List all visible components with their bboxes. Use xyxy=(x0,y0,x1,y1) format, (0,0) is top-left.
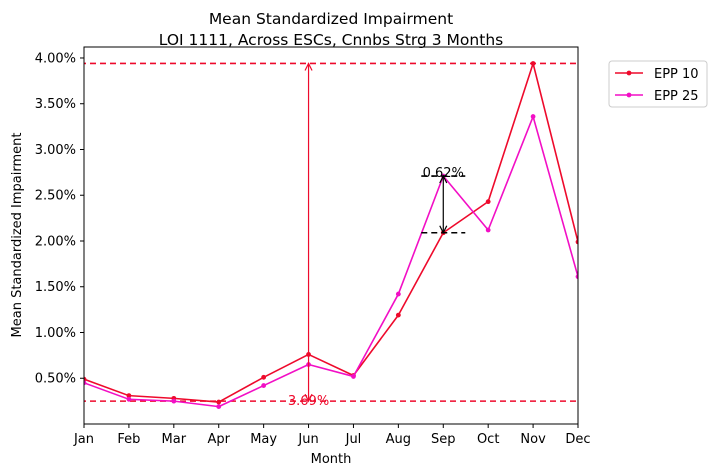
x-tick-label-apr: Apr xyxy=(207,432,230,447)
gap-arrow-head-top xyxy=(439,174,448,184)
x-tick-label-dec: Dec xyxy=(565,432,590,447)
legend: EPP 10 EPP 25 xyxy=(608,60,708,108)
series-line-2 xyxy=(84,115,578,408)
y-tick-label-4: 2.50% xyxy=(35,189,76,204)
range-arrow-head-bottom xyxy=(304,393,313,403)
range-annotation-label: 3.69% xyxy=(288,394,329,409)
x-tick-label-jul: Jul xyxy=(345,432,362,447)
x-tick-label-oct: Oct xyxy=(477,432,499,447)
series-line-1 xyxy=(84,62,578,403)
x-tick-label-aug: Aug xyxy=(386,432,411,447)
legend-marker-1 xyxy=(626,70,632,76)
x-tick-label-jun: Jun xyxy=(297,432,318,447)
series-2-point-jan xyxy=(84,380,87,386)
plot-area-frame xyxy=(83,46,579,425)
series-2-point-nov xyxy=(530,114,536,119)
y-tick-label-1: 1.00% xyxy=(35,326,76,341)
series-2-point-mar xyxy=(171,398,177,404)
y-tick-label-5: 3.00% xyxy=(35,143,76,158)
legend-label-2: EPP 25 xyxy=(654,89,699,104)
gap-arrow-head-bottom xyxy=(439,225,448,235)
x-tick-label-mar: Mar xyxy=(162,432,187,447)
y-tick-label-6: 3.50% xyxy=(35,97,76,112)
series-1-point-may xyxy=(261,374,267,380)
x-axis: Jan Feb Mar Apr May Jun Jul Aug Sep Oct Nov Dec xyxy=(73,424,591,447)
chart-title: Mean Standardized Impairment xyxy=(209,10,453,28)
series-1-point-aug xyxy=(395,312,401,318)
y-tick-label-7: 4.00% xyxy=(35,51,76,66)
legend-marker-2 xyxy=(626,92,632,98)
y-tick-label-0: 0.50% xyxy=(35,372,76,387)
x-axis-label: Month xyxy=(311,452,352,467)
series-2-point-aug xyxy=(395,291,401,297)
legend-label-1: EPP 10 xyxy=(654,67,699,82)
x-tick-label-feb: Feb xyxy=(117,432,140,447)
series-2-point-jul xyxy=(351,374,356,379)
chart-subtitle: LOI 1111, Across ESCs, Cnnbs Strg 3 Mont… xyxy=(159,31,503,49)
x-tick-label-nov: Nov xyxy=(520,432,546,447)
series-1-point-oct xyxy=(485,199,491,205)
x-tick-label-may: May xyxy=(250,432,277,447)
series-1-point-nov xyxy=(530,61,536,66)
series-2-point-oct xyxy=(485,227,491,233)
x-tick-label-jan: Jan xyxy=(73,432,94,447)
series-1-point-apr xyxy=(216,399,222,405)
series-2-point-apr xyxy=(216,404,222,410)
gap-annotation-label: 0.62% xyxy=(423,166,464,181)
series-2-point-feb xyxy=(126,396,132,402)
x-tick-label-sep: Sep xyxy=(431,432,456,447)
y-tick-label-2: 1.50% xyxy=(35,280,76,295)
series-1-point-dec xyxy=(575,239,578,245)
series-1-point-jan xyxy=(84,376,87,382)
series-1-point-feb xyxy=(126,393,132,399)
series-2-point-may xyxy=(261,383,267,388)
series-2-point-dec xyxy=(575,274,578,280)
y-tick-label-3: 2.00% xyxy=(35,234,76,249)
y-axis-label: Mean Standardized Impairment xyxy=(10,133,25,338)
y-axis: 0.50% 1.00% 1.50% 2.00% 2.50% 3.00% 3.50% 4.00% xyxy=(35,51,84,387)
range-arrow-head-top xyxy=(304,62,313,71)
